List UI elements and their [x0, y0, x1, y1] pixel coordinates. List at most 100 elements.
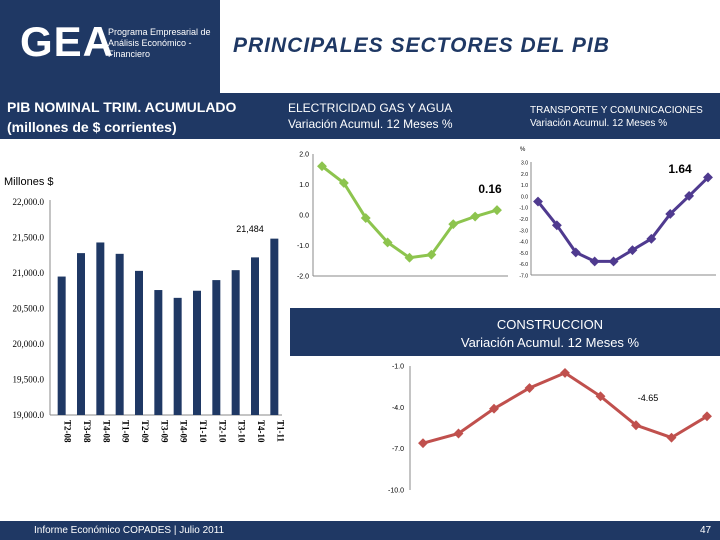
elec-point — [317, 161, 327, 172]
trans-point — [703, 172, 713, 183]
construccion-y-axis: -10.0 -7.0 -4.0 -1.0 — [388, 364, 404, 495]
trans-ytick-label: 0.0 — [521, 194, 528, 200]
footer-bar — [0, 521, 720, 540]
trans-ytick-label: -3.0 — [519, 228, 528, 234]
transporte-title-line2: Variación Acumul. 12 Meses % — [530, 118, 668, 129]
electricidad-title-line2: Variación Acumul. 12 Meses % — [288, 117, 453, 131]
pib-ytick-label: 22,000.0 — [13, 197, 45, 207]
constr-ytick-label: -10.0 — [388, 488, 404, 495]
pib-ylabel: Millones $ — [4, 176, 54, 188]
pib-category-label: T4-10 — [256, 420, 266, 443]
section-band — [0, 93, 720, 139]
pib-category-label: T2-08 — [63, 420, 73, 443]
construccion-title-box — [290, 308, 720, 356]
constr-ytick-label: -4.0 — [392, 405, 404, 412]
elec-ytick-label: -2.0 — [297, 274, 309, 281]
footer-text: Informe Económico COPADES | Julio 2011 — [34, 525, 225, 536]
transporte-unit-label: % — [520, 147, 526, 153]
transporte-chart: % -7.0 -6.0 -5.0 -4.0 -3.0 -2.0 -1.0 0.0 1.0 2.0 3… — [519, 147, 716, 280]
pib-ytick-label: 19,000.0 — [13, 410, 45, 420]
trans-point — [608, 256, 619, 267]
constr-point — [631, 420, 641, 431]
elec-ytick-label: -1.0 — [297, 243, 309, 250]
construccion-series-line — [422, 371, 708, 445]
elec-point — [404, 252, 415, 263]
pib-data-label: 21,484 — [236, 224, 264, 234]
gea-logo: GEA — [20, 18, 115, 65]
pib-bar — [57, 276, 66, 415]
construccion-chart: -10.0 -7.0 -4.0 -1.0 -4.65 — [388, 364, 712, 495]
trans-point — [665, 209, 676, 219]
pib-category-label: T2-09 — [140, 420, 150, 443]
page-title: PRINCIPALES SECTORES DEL PIB — [233, 34, 610, 57]
pib-bar — [251, 257, 259, 415]
transporte-section-title: TRANSPORTE Y COMUNICACIONES Variación Ac… — [530, 104, 703, 130]
construccion-points — [418, 367, 712, 449]
constr-ytick-label: -7.0 — [392, 446, 404, 453]
pib-category-label: T3-10 — [237, 420, 247, 443]
transporte-points — [533, 172, 713, 267]
elec-point — [426, 249, 437, 260]
pib-y-axis: 19,000.0 19,500.0 20,000.0 20,500.0 21,000.0… — [13, 197, 45, 420]
pib-category-label: T4-09 — [179, 420, 189, 443]
trans-ytick-label: 3.0 — [521, 161, 528, 167]
electricidad-section-title: ELECTRICIDAD GAS Y AGUA Variación Acumul… — [288, 100, 453, 132]
constr-point — [595, 391, 606, 402]
electricidad-points — [317, 161, 502, 263]
pib-bars — [57, 238, 279, 415]
pib-category-label: T3-09 — [159, 420, 169, 443]
trans-point — [684, 190, 695, 201]
header-logo-panel — [0, 0, 220, 93]
elec-point — [382, 237, 393, 248]
trans-point — [646, 233, 657, 244]
pib-ytick-label: 21,000.0 — [13, 268, 45, 278]
trans-point — [589, 256, 600, 267]
trans-ytick-label: -6.0 — [519, 262, 528, 268]
constr-ytick-label: -1.0 — [392, 364, 404, 371]
pib-title-line2: (millones de $ corrientes) — [7, 119, 177, 135]
trans-ytick-label: -1.0 — [519, 206, 528, 212]
construccion-data-label: -4.65 — [638, 393, 659, 403]
transporte-title-line1: TRANSPORTE Y COMUNICACIONES — [530, 105, 703, 116]
trans-ytick-label: -7.0 — [519, 274, 528, 280]
pib-bar — [135, 270, 143, 415]
pib-bar — [96, 242, 105, 415]
pib-chart: Millones $ 19,000.0 19,500.0 20,000.0 20,50… — [4, 176, 285, 443]
construccion-title-line2: Variación Acumul. 12 Meses % — [460, 335, 640, 350]
constr-point — [453, 428, 464, 439]
pib-bar — [115, 253, 124, 415]
transporte-series-line — [536, 176, 710, 263]
pib-bar — [270, 238, 279, 415]
electricidad-title-line1: ELECTRICIDAD GAS Y AGUA — [288, 101, 453, 115]
pib-section-title: PIB NOMINAL TRIM. ACUMULADO (millones de… — [7, 97, 236, 137]
constr-point — [666, 432, 677, 443]
pib-ytick-label: 20,500.0 — [13, 304, 45, 314]
pib-bar — [212, 280, 221, 415]
page-number: 47 — [700, 525, 712, 536]
pib-ytick-label: 20,000.0 — [13, 339, 45, 349]
elec-point — [360, 213, 371, 223]
pib-bar — [231, 270, 240, 415]
constr-point — [702, 411, 712, 422]
constr-point — [560, 367, 570, 378]
pib-category-label: T2-10 — [217, 420, 227, 443]
trans-point — [533, 196, 543, 207]
elec-point — [338, 178, 349, 188]
pib-ytick-label: 21,500.0 — [13, 233, 45, 243]
electricidad-y-axis: -2.0 -1.0 0.0 1.0 2.0 — [297, 152, 309, 281]
trans-ytick-label: -5.0 — [519, 251, 528, 257]
elec-ytick-label: 2.0 — [299, 152, 309, 159]
constr-point — [418, 438, 428, 449]
trans-point — [570, 247, 581, 258]
trans-point — [627, 245, 638, 256]
trans-ytick-label: 2.0 — [521, 172, 528, 178]
transporte-y-axis: -7.0 -6.0 -5.0 -4.0 -3.0 -2.0 -1.0 0.0 1.0 2.0 3.0 — [519, 161, 528, 280]
electricidad-chart: -2.0 -1.0 0.0 1.0 2.0 0.16 — [297, 152, 508, 281]
pib-x-axis: T2-08 T3-08 T4-08 T1-09 T2-09 T3-09 T4-09 T1-10… — [63, 420, 286, 443]
elec-point — [448, 219, 459, 230]
pib-category-label: T1-09 — [121, 420, 131, 443]
electricidad-series-line — [321, 165, 498, 260]
elec-point — [470, 211, 481, 222]
pib-category-label: T1-10 — [198, 420, 208, 443]
